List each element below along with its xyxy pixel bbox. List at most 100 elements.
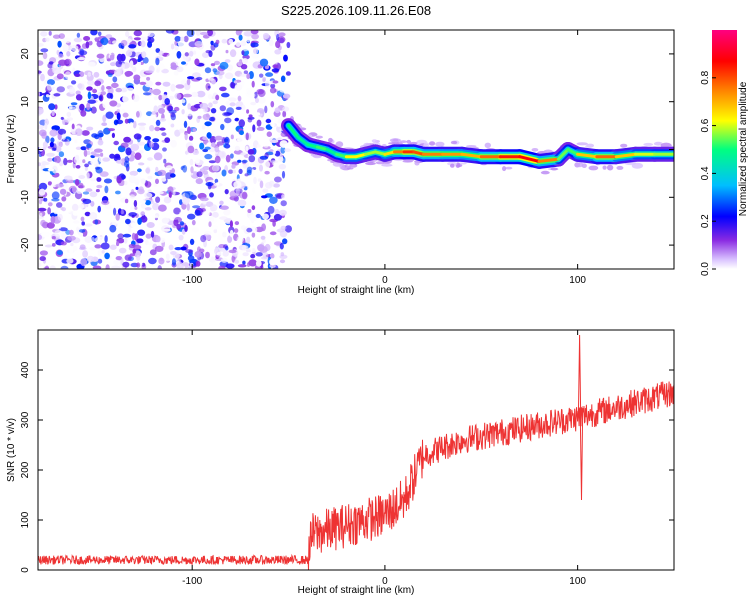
- noise-blob: [261, 195, 268, 199]
- noise-blob: [167, 186, 174, 194]
- noise-blob: [264, 105, 268, 114]
- noise-blob: [250, 42, 259, 48]
- noise-blob: [106, 92, 113, 99]
- noise-blob: [181, 196, 190, 205]
- noise-blob: [278, 209, 287, 216]
- noise-blob: [67, 235, 76, 241]
- noise-blob: [149, 249, 157, 256]
- noise-blob: [53, 93, 61, 97]
- noise-blob: [136, 238, 144, 244]
- noise-blob: [208, 160, 216, 164]
- noise-blob: [155, 57, 160, 66]
- noise-blob: [176, 66, 184, 73]
- noise-blob: [51, 125, 60, 131]
- noise-blob: [282, 238, 288, 245]
- noise-blob: [219, 105, 226, 112]
- noise-blob: [53, 155, 61, 164]
- noise-blob: [80, 110, 87, 117]
- noise-blob: [246, 249, 251, 253]
- noise-blob: [73, 37, 83, 43]
- signal-halo: [502, 166, 507, 172]
- spectrogram-xtick-label: 100: [569, 275, 586, 286]
- noise-blob: [163, 158, 167, 164]
- noise-blob: [39, 212, 43, 217]
- noise-blob: [49, 265, 56, 269]
- colorbar-tick-label: 0.4: [700, 166, 711, 180]
- noise-blob: [248, 155, 256, 163]
- noise-blob: [234, 259, 240, 264]
- noise-blob: [239, 130, 245, 136]
- noise-blob: [92, 265, 102, 269]
- noise-blob: [122, 112, 129, 118]
- noise-blob: [62, 44, 69, 52]
- noise-blob: [122, 95, 129, 103]
- noise-blob: [72, 210, 79, 216]
- noise-blob: [165, 172, 173, 180]
- noise-blob: [195, 260, 201, 267]
- noise-blob: [174, 92, 182, 100]
- signal-halo: [585, 144, 593, 148]
- noise-blob: [96, 184, 103, 189]
- noise-blob: [94, 166, 101, 170]
- noise-blob: [83, 36, 91, 41]
- noise-blob: [82, 198, 92, 204]
- signal-halo: [339, 163, 345, 170]
- noise-blob: [253, 91, 258, 99]
- noise-blob: [76, 32, 81, 38]
- noise-blob: [276, 123, 281, 127]
- noise-blob: [181, 109, 185, 115]
- noise-blob: [237, 199, 247, 207]
- noise-blob: [224, 59, 231, 63]
- noise-blob: [222, 231, 227, 238]
- noise-blob: [101, 200, 110, 206]
- noise-blob: [50, 215, 56, 224]
- noise-blob: [64, 210, 72, 214]
- noise-blob: [247, 116, 255, 120]
- noise-blob: [216, 252, 223, 256]
- noise-blob: [202, 136, 209, 141]
- signal-segment: [354, 152, 368, 159]
- noise-blob: [255, 112, 261, 116]
- noise-blob: [168, 204, 174, 213]
- noise-blob: [90, 106, 97, 114]
- noise-blob: [94, 244, 102, 249]
- noise-blob: [170, 113, 176, 121]
- noise-blob: [112, 40, 119, 45]
- noise-blob: [262, 78, 266, 83]
- noise-blob: [94, 236, 104, 243]
- noise-blob: [65, 118, 71, 123]
- noise-blob: [78, 204, 87, 209]
- noise-blob: [240, 40, 247, 47]
- snr-ytick-label: 200: [20, 461, 31, 478]
- spectrogram-ytick-label: 0: [20, 146, 31, 152]
- noise-blob: [104, 252, 110, 260]
- noise-blob: [53, 226, 62, 230]
- noise-blob: [48, 31, 52, 36]
- signal-halo: [450, 163, 455, 168]
- noise-blob: [42, 141, 48, 149]
- noise-blob: [224, 189, 229, 195]
- noise-blob: [135, 63, 141, 71]
- signal-halo: [409, 141, 418, 145]
- noise-blob: [106, 86, 112, 90]
- noise-blob: [227, 235, 233, 243]
- noise-blob: [282, 93, 291, 99]
- noise-blob: [263, 142, 269, 148]
- noise-blob: [247, 149, 255, 155]
- noise-blob: [185, 249, 194, 254]
- signal-halo: [414, 160, 420, 166]
- signal-segment: [556, 148, 570, 161]
- noise-blob: [190, 166, 194, 174]
- noise-blob: [211, 142, 216, 148]
- noise-blob: [96, 53, 105, 59]
- noise-blob: [140, 40, 146, 48]
- noise-blob: [210, 63, 216, 67]
- noise-blob: [122, 261, 130, 268]
- noise-blob: [187, 265, 192, 269]
- noise-blob: [233, 80, 237, 84]
- noise-blob: [274, 208, 280, 215]
- spectrogram-ytick-label: -10: [20, 190, 31, 205]
- noise-blob: [168, 191, 172, 199]
- noise-blob: [82, 159, 86, 164]
- noise-blob: [265, 80, 270, 88]
